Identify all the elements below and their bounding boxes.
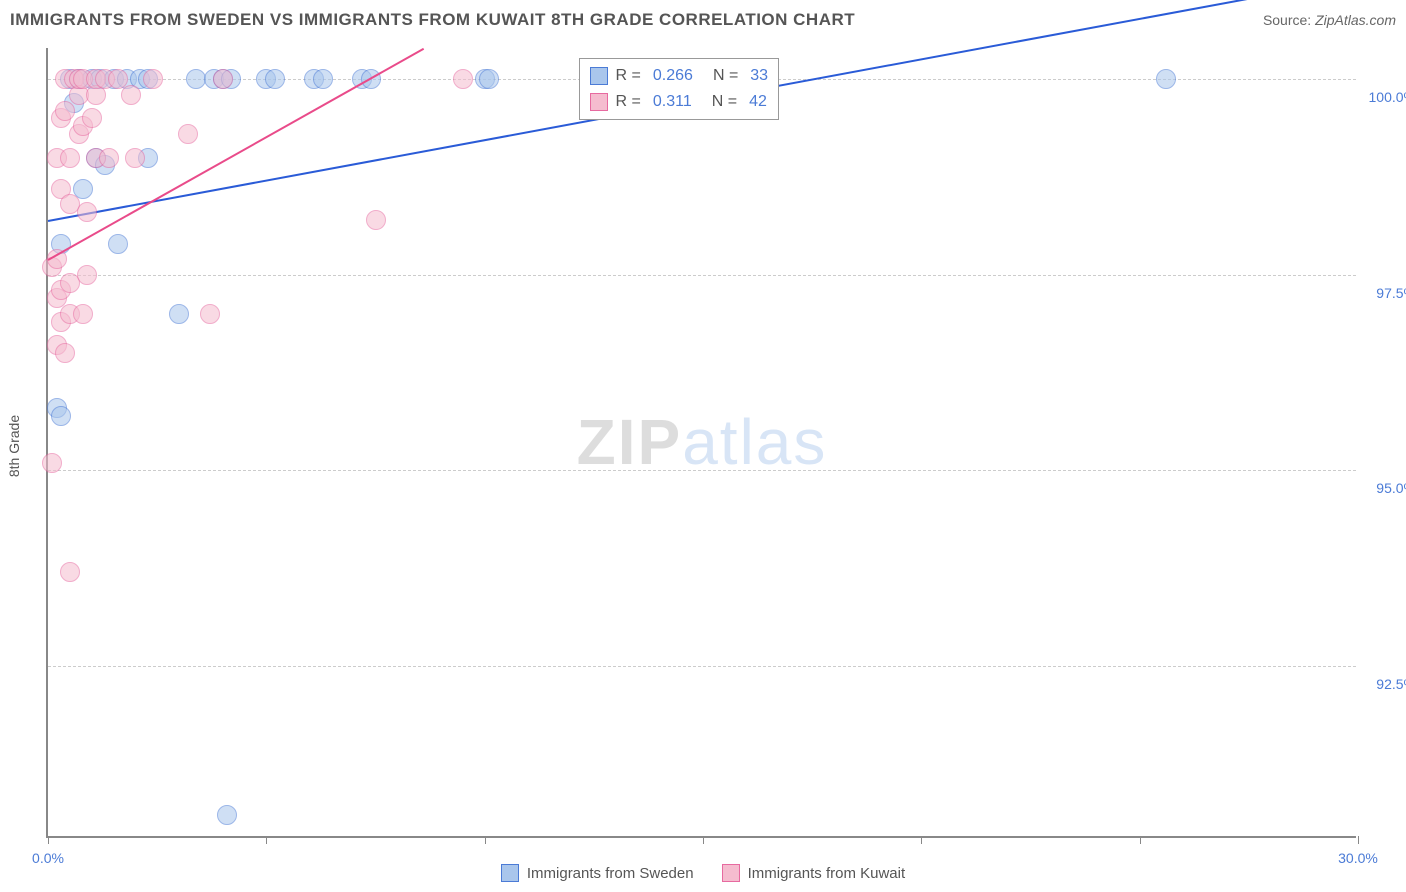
gridline (48, 470, 1356, 471)
legend-r-value: 0.266 (653, 67, 693, 85)
legend-label-sweden: Immigrants from Sweden (527, 865, 694, 882)
chart-header: IMMIGRANTS FROM SWEDEN VS IMMIGRANTS FRO… (10, 10, 1396, 30)
scatter-point (265, 69, 285, 89)
correlation-legend-row: R = 0.266 N = 33 (590, 63, 769, 89)
scatter-point (55, 343, 75, 363)
legend-r-label: R = (616, 67, 641, 85)
scatter-point (217, 805, 237, 825)
scatter-point (77, 265, 97, 285)
gridline (48, 275, 1356, 276)
y-tick-label: 95.0% (1361, 480, 1406, 496)
chart-plot-area: ZIPatlas 92.5%95.0%97.5%100.0%0.0%30.0%R… (46, 48, 1356, 838)
scatter-point (121, 85, 141, 105)
scatter-point (125, 148, 145, 168)
y-tick-label: 97.5% (1361, 285, 1406, 301)
scatter-point (60, 562, 80, 582)
legend-r-value: 0.311 (653, 93, 692, 111)
bottom-legend: Immigrants from Sweden Immigrants from K… (0, 864, 1406, 882)
scatter-point (1156, 69, 1176, 89)
correlation-legend-row: R = 0.311 N = 42 (590, 89, 769, 115)
legend-swatch (590, 93, 608, 111)
watermark-zip: ZIP (577, 406, 683, 478)
scatter-point (60, 148, 80, 168)
legend-n-label: N = (713, 67, 738, 85)
x-tick (703, 836, 704, 844)
x-tick (266, 836, 267, 844)
legend-swatch-sweden (501, 864, 519, 882)
legend-label-kuwait: Immigrants from Kuwait (748, 865, 906, 882)
scatter-point (313, 69, 333, 89)
source-label: Source: (1263, 12, 1311, 28)
scatter-point (453, 69, 473, 89)
x-tick (485, 836, 486, 844)
x-tick (1140, 836, 1141, 844)
legend-item-sweden: Immigrants from Sweden (501, 864, 694, 882)
scatter-point (178, 124, 198, 144)
scatter-point (213, 69, 233, 89)
scatter-point (99, 148, 119, 168)
gridline (48, 666, 1356, 667)
y-axis-label: 8th Grade (6, 415, 22, 477)
scatter-point (200, 304, 220, 324)
legend-swatch (590, 67, 608, 85)
scatter-point (55, 101, 75, 121)
chart-source: Source: ZipAtlas.com (1263, 12, 1396, 28)
x-tick (1358, 836, 1359, 844)
x-tick (921, 836, 922, 844)
scatter-point (108, 234, 128, 254)
chart-title: IMMIGRANTS FROM SWEDEN VS IMMIGRANTS FRO… (10, 10, 855, 30)
legend-n-label: N = (712, 93, 737, 111)
scatter-point (479, 69, 499, 89)
scatter-point (42, 453, 62, 473)
watermark: ZIPatlas (577, 405, 828, 479)
correlation-legend: R = 0.266 N = 33 R = 0.311 N = 42 (579, 58, 780, 120)
legend-r-label: R = (616, 93, 641, 111)
y-tick-label: 92.5% (1361, 676, 1406, 692)
source-value: ZipAtlas.com (1315, 12, 1396, 28)
legend-swatch-kuwait (722, 864, 740, 882)
watermark-atlas: atlas (682, 406, 827, 478)
legend-n-value: 33 (750, 67, 768, 85)
scatter-point (143, 69, 163, 89)
scatter-point (366, 210, 386, 230)
scatter-point (77, 202, 97, 222)
scatter-point (73, 304, 93, 324)
scatter-point (82, 108, 102, 128)
x-tick (48, 836, 49, 844)
legend-n-value: 42 (749, 93, 767, 111)
y-tick-label: 100.0% (1361, 89, 1406, 105)
scatter-point (51, 406, 71, 426)
scatter-point (169, 304, 189, 324)
legend-item-kuwait: Immigrants from Kuwait (722, 864, 906, 882)
